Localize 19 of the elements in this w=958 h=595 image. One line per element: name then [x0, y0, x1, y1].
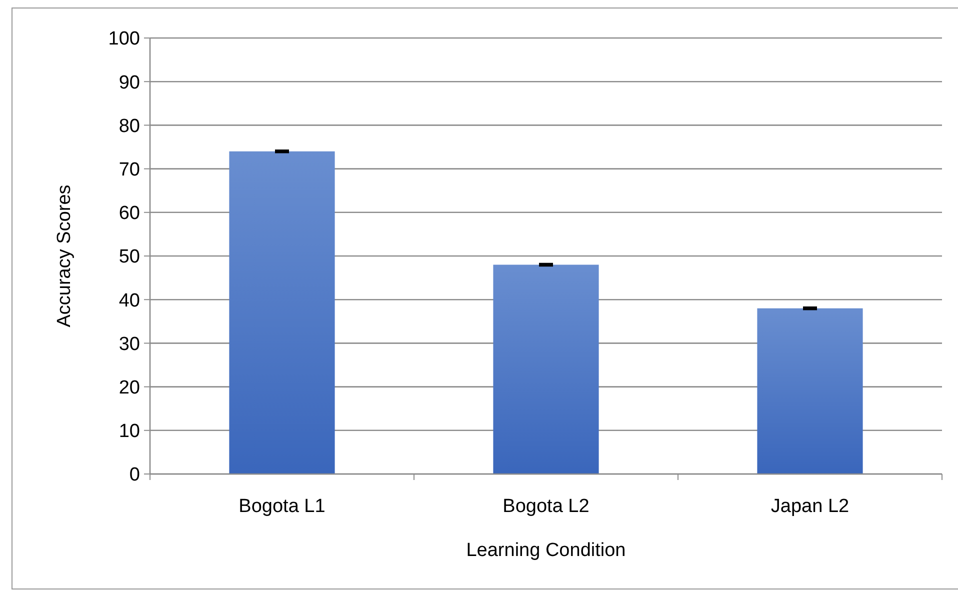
- bar: [229, 151, 335, 474]
- y-tick-label: 10: [118, 421, 140, 442]
- y-tick-label: 90: [118, 72, 140, 94]
- y-tick-label: 50: [118, 246, 140, 268]
- bar: [493, 264, 599, 474]
- y-axis-title: Accuracy Scores: [54, 184, 75, 328]
- y-tick-label: 80: [118, 116, 140, 137]
- x-tick-label: Japan L2: [770, 496, 850, 517]
- x-tick-label: Bogota L2: [502, 496, 590, 517]
- y-tick-label: 20: [118, 377, 140, 398]
- y-tick-label: 60: [118, 203, 140, 224]
- y-tick-label: 30: [118, 334, 140, 355]
- y-tick-label: 40: [118, 290, 140, 312]
- y-tick-label: 70: [118, 159, 140, 180]
- y-tick-label: 0: [129, 464, 140, 486]
- bar: [757, 308, 863, 474]
- x-axis-title: Learning Condition: [466, 540, 626, 561]
- y-tick-label: 100: [108, 28, 140, 50]
- x-tick-label: Bogota L1: [238, 496, 326, 517]
